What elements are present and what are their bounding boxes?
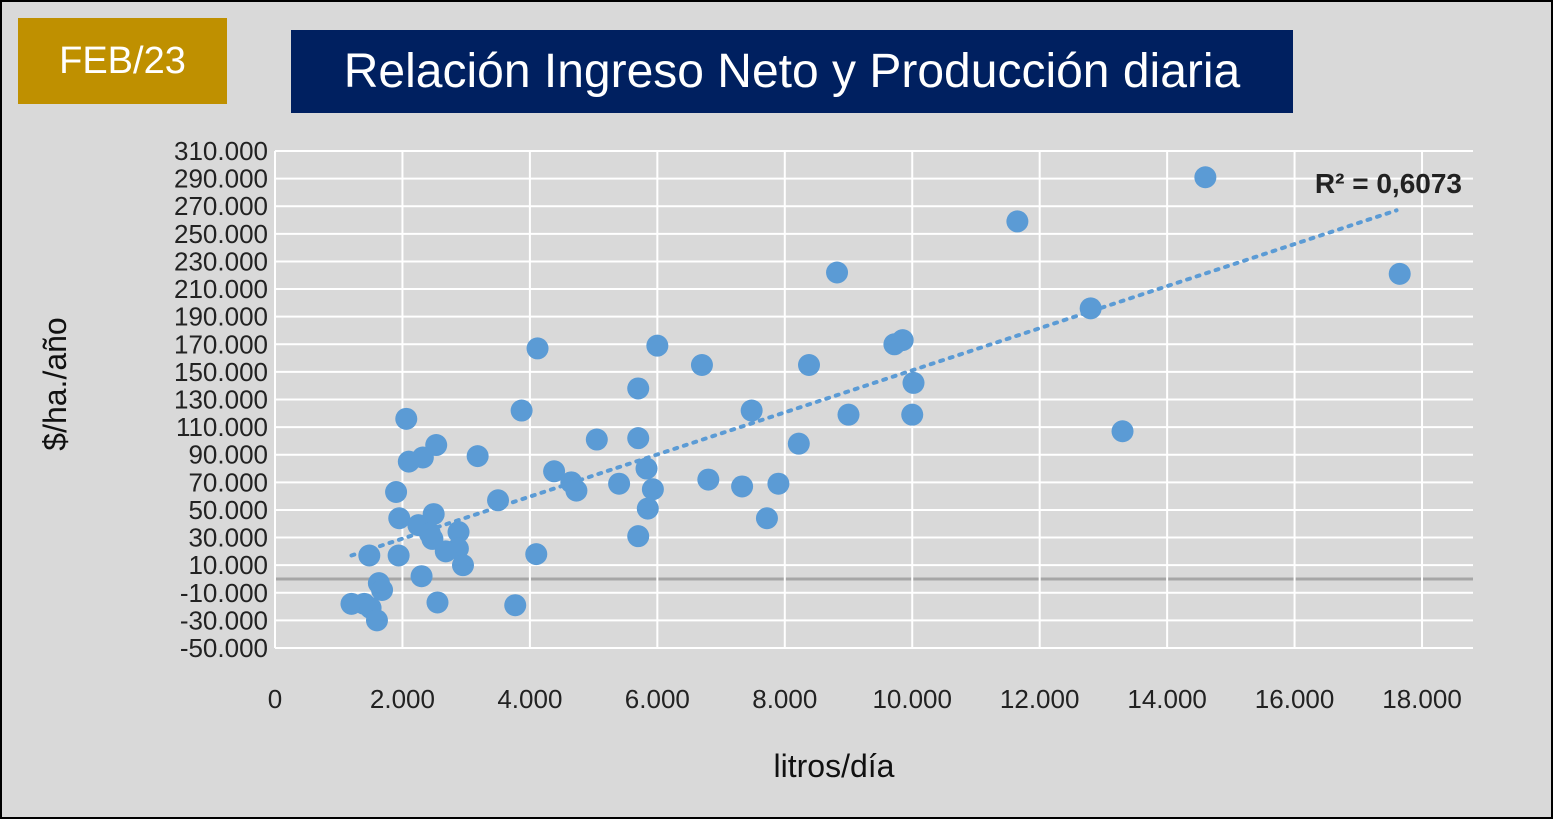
data-point — [798, 353, 821, 376]
y-tick-label: 290.000 — [174, 164, 268, 194]
data-point — [787, 432, 810, 455]
data-point — [434, 540, 457, 563]
y-tick-label: -30.000 — [180, 605, 268, 635]
data-point — [466, 445, 489, 468]
data-point — [526, 337, 549, 360]
data-point — [1194, 166, 1217, 189]
y-tick-label: 230.000 — [174, 246, 268, 276]
x-tick-label: 2.000 — [370, 684, 435, 714]
x-tick-labels: 0 2.000 4.000 6.000 8.000 10.000 12.000 14.000 1… — [268, 684, 1462, 714]
data-point — [891, 329, 914, 352]
data-point — [697, 468, 720, 491]
data-point — [837, 403, 860, 426]
y-tick-label: 310.000 — [174, 136, 268, 166]
y-tick-label: -50.000 — [180, 633, 268, 663]
y-tick-label: 10.000 — [188, 550, 268, 580]
x-tick-label: 6.000 — [625, 684, 690, 714]
x-tick-label: 14.000 — [1127, 684, 1207, 714]
data-point — [755, 507, 778, 530]
data-point — [385, 480, 408, 503]
data-point — [504, 594, 527, 617]
data-point — [451, 554, 474, 577]
data-point — [422, 503, 445, 526]
y-tick-label: 70.000 — [188, 467, 268, 497]
data-point — [585, 428, 608, 451]
data-point — [447, 521, 470, 544]
data-point — [1388, 262, 1411, 285]
y-tick-labels: 310.000290.000270.000250.000230.000210.0… — [174, 136, 268, 663]
data-point — [525, 543, 548, 566]
x-tick-label: 4.000 — [497, 684, 562, 714]
data-point — [358, 544, 381, 567]
data-point — [641, 478, 664, 501]
data-point — [395, 407, 418, 430]
trendline — [349, 208, 1399, 558]
y-tick-label: 150.000 — [174, 357, 268, 387]
y-tick-label: 90.000 — [188, 440, 268, 470]
data-point — [731, 475, 754, 498]
data-point — [1079, 297, 1102, 320]
x-tick-label: 12.000 — [1000, 684, 1080, 714]
x-tick-label: 0 — [268, 684, 282, 714]
chart-title: Relación Ingreso Neto y Producción diari… — [291, 30, 1293, 113]
x-tick-label: 8.000 — [752, 684, 817, 714]
data-point — [635, 457, 658, 480]
data-point — [901, 403, 924, 426]
data-point — [767, 472, 790, 495]
data-point — [410, 565, 433, 588]
data-point — [510, 399, 533, 422]
y-axis-title: $/ha./año — [37, 317, 73, 450]
data-point — [740, 399, 763, 422]
data-point — [627, 525, 650, 548]
data-point — [1006, 210, 1029, 233]
trendline-path — [349, 208, 1399, 558]
data-point — [608, 472, 631, 495]
data-point — [426, 591, 449, 614]
y-tick-label: 250.000 — [174, 219, 268, 249]
data-point — [397, 450, 420, 473]
data-point — [365, 609, 388, 632]
data-point — [388, 507, 411, 530]
x-axis-title: litros/día — [774, 748, 895, 784]
x-tick-label: 16.000 — [1255, 684, 1335, 714]
data-point — [543, 460, 566, 483]
data-point — [387, 544, 410, 567]
data-point — [636, 497, 659, 520]
data-point — [565, 479, 588, 502]
data-point — [371, 579, 394, 602]
y-tick-label: 130.000 — [174, 385, 268, 415]
data-point — [487, 489, 510, 512]
data-point — [826, 261, 849, 284]
y-tick-label: 30.000 — [188, 523, 268, 553]
data-point — [1111, 420, 1134, 443]
data-point — [690, 353, 713, 376]
data-points — [340, 166, 1411, 632]
x-tick-label: 18.000 — [1382, 684, 1462, 714]
y-tick-label: 270.000 — [174, 191, 268, 221]
data-point — [627, 377, 650, 400]
data-point — [627, 427, 650, 450]
y-tick-label: 110.000 — [176, 412, 268, 442]
y-tick-label: -10.000 — [180, 578, 268, 608]
data-point — [646, 334, 669, 357]
r-squared-label: R² = 0,6073 — [1315, 168, 1462, 199]
period-badge: FEB/23 — [18, 18, 227, 104]
y-tick-label: 190.000 — [174, 302, 268, 332]
y-tick-label: 210.000 — [174, 274, 268, 304]
data-point — [902, 371, 925, 394]
y-tick-label: 50.000 — [188, 495, 268, 525]
x-tick-label: 10.000 — [872, 684, 952, 714]
y-tick-label: 170.000 — [174, 329, 268, 359]
